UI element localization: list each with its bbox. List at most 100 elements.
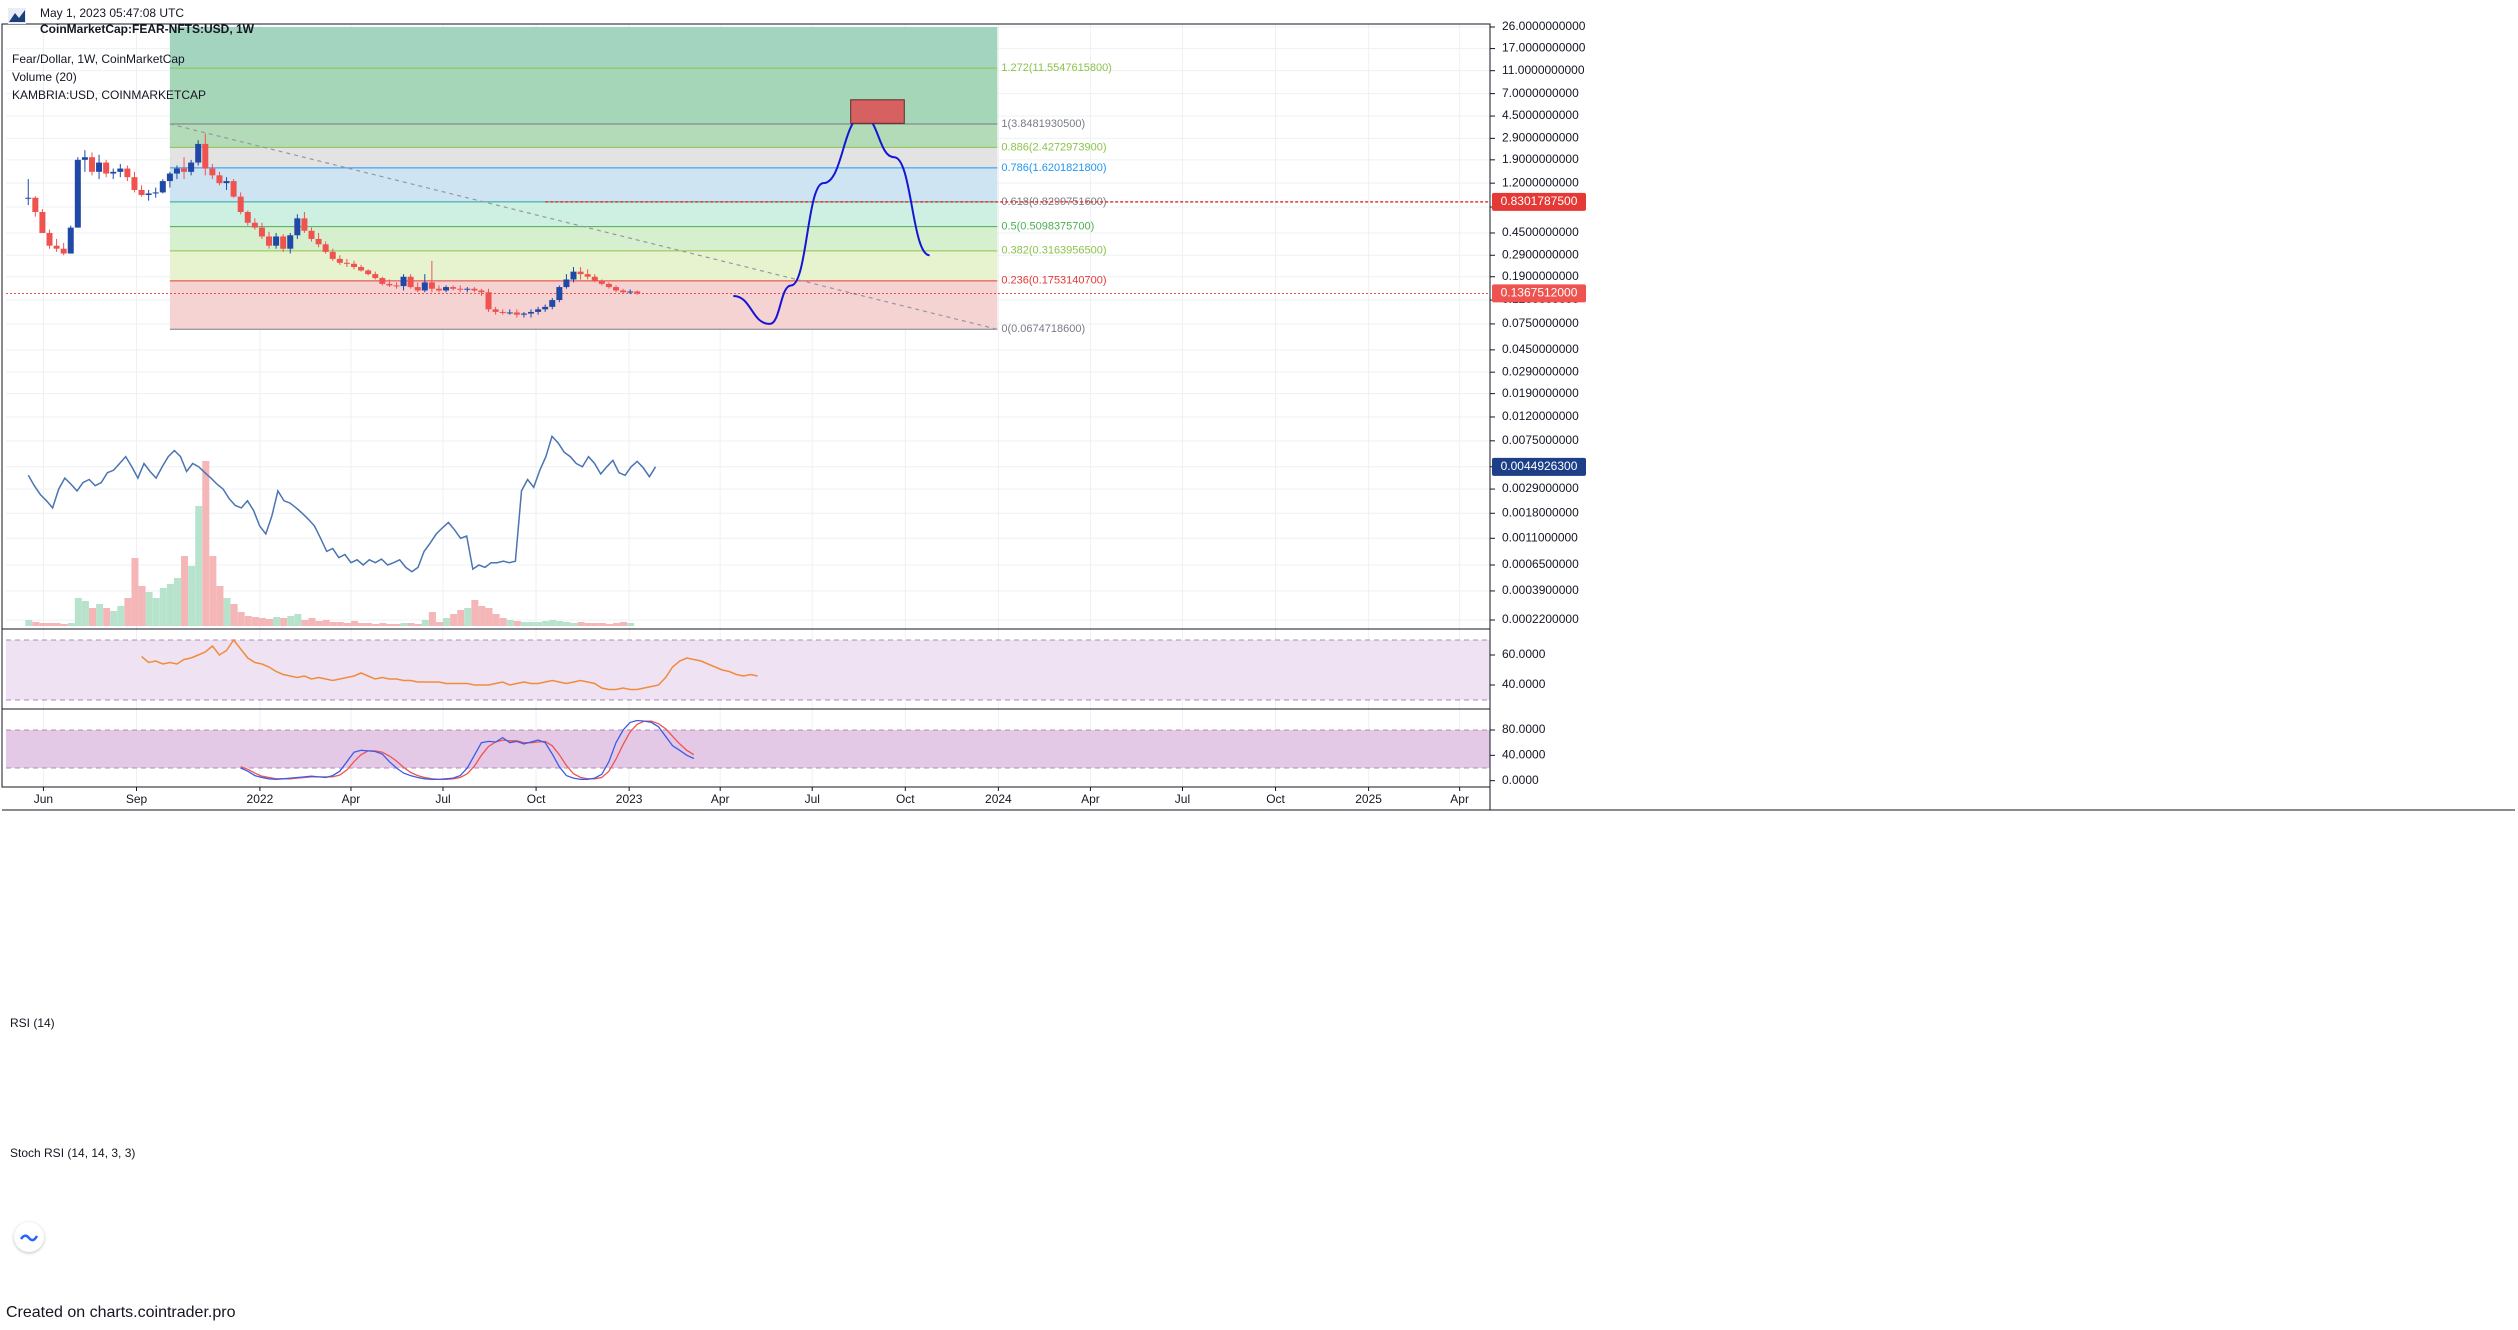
candle-body [216,175,223,184]
stoch-legend[interactable]: Stoch RSI (14, 14, 3, 3) [10,1146,136,1160]
volume-bar [428,612,436,626]
time-tick-label: Jul [805,792,820,806]
volume-bar [138,586,146,626]
candle-body [96,162,103,172]
volume-bar [414,624,422,626]
overlay-line [27,434,657,573]
candle-body [407,276,414,288]
price-tick-label: 1.9000000000 [1502,152,1579,166]
fib-level-label-0.382: 0.382(0.3163956500) [1001,245,1106,257]
candle-body [280,236,287,249]
time-tick-label: 2024 [985,792,1012,806]
horizontal-lines[interactable] [6,201,1490,294]
price-tick-label: 0.0018000000 [1502,505,1579,519]
volume-bar [46,623,54,626]
legend-main-series[interactable]: Fear/Dollar, 1W, CoinMarketCap [12,52,185,66]
candle-body [251,222,258,228]
volume-bar [365,623,373,626]
candle-body [464,288,471,290]
volume-bar [145,592,153,626]
volume-bar [372,624,380,626]
volume-bar [350,621,358,626]
footer-credit: Created on charts.cointrader.pro [6,1304,236,1321]
rsi-legend[interactable]: RSI (14) [10,1016,55,1030]
volume-bar [188,566,196,626]
volume-bar [181,556,189,626]
candle-body [195,143,202,163]
header-symbol: CoinMarketCap:FEAR-NFTS:USD, 1W [40,22,255,36]
candle-body [287,235,294,249]
volume-bar [485,608,493,626]
candle-body [188,162,195,172]
fibonacci-retracement[interactable]: 1.272(11.5547615800) 1(3.8481930500) 0.886… [169,27,1112,335]
projection-curve[interactable] [733,99,930,325]
candle-body [67,227,74,254]
volume-bar [315,621,323,626]
price-tick-label: 0.2900000000 [1502,247,1579,261]
candle-body [549,300,556,307]
volume-bar [556,621,564,626]
candlesticks [25,133,641,318]
volume-bar [591,623,599,626]
candle-body [74,159,81,228]
candle-body [336,258,343,263]
volume-bar [173,578,181,626]
volume-bar [627,623,635,626]
candle-body [535,309,542,312]
fib-level-label-0.5: 0.5(0.5098375700) [1001,221,1094,233]
price-axis[interactable]: 26.0000000000 17.0000000000 11.0000000000 7… [1490,19,1586,787]
price-tick-label: 0.0750000000 [1502,316,1579,330]
volume-bar [336,622,344,626]
volume-bar [96,604,104,626]
trend-line-dashed [169,123,998,330]
candle-body [350,263,357,268]
candle-body [138,189,145,196]
stoch-tick-label: 40.0000 [1502,748,1546,762]
candle-body [556,287,563,301]
price-tick-label: 0.0120000000 [1502,409,1579,423]
candle-body [485,292,492,310]
rsi-panel [6,638,1490,701]
candle-body [591,276,598,281]
time-axis[interactable]: Jun Sep 2022 Apr Jul Oct 2023 Apr Jul Oct 2024 Apr J… [34,787,1469,806]
volume-bar [499,618,507,626]
price-tag-last: 0.1367512000 [1501,286,1578,300]
candle-body [428,282,435,289]
candle-body [421,282,428,291]
candle-body [492,309,499,312]
candle-body [166,173,173,182]
candle-body [258,227,265,237]
price-tags: 0.8301787500 0.1367512000 0.0044926300 [1492,192,1586,476]
price-tick-label: 4.5000000000 [1502,108,1579,122]
volume-bar [273,617,281,626]
time-tick-label: Oct [896,792,915,806]
candle-body [379,278,386,284]
candle-body [612,287,619,291]
volume-bar [570,623,578,626]
price-tick-label: 0.1900000000 [1502,269,1579,283]
volume-bar [605,624,613,626]
volume-bar [478,606,486,626]
volume-bar [471,600,479,626]
time-tick-label: Oct [527,792,546,806]
candle-body [343,262,350,264]
volume-bar [195,506,203,626]
candle-body [131,177,138,190]
fib-zone-0.886 [169,147,998,168]
volume-bar [110,611,118,626]
candle-body [159,181,166,193]
legend-overlay[interactable]: KAMBRIA:USD, COINMARKETCAP [12,88,207,102]
volume-bar [258,618,266,626]
time-tick-label: Jul [435,792,450,806]
tradingview-badge-icon[interactable] [14,1222,44,1252]
time-tick-label: Jul [1175,792,1190,806]
time-tick-label: 2025 [1355,792,1382,806]
legend: Fear/Dollar, 1W, CoinMarketCap Volume (2… [12,50,206,104]
candle-body [110,171,117,174]
legend-volume[interactable]: Volume (20) [12,70,77,84]
trend-line[interactable] [169,123,998,330]
candle-body [209,168,216,176]
candle-body [471,288,478,291]
time-tick-label: 2022 [247,792,274,806]
